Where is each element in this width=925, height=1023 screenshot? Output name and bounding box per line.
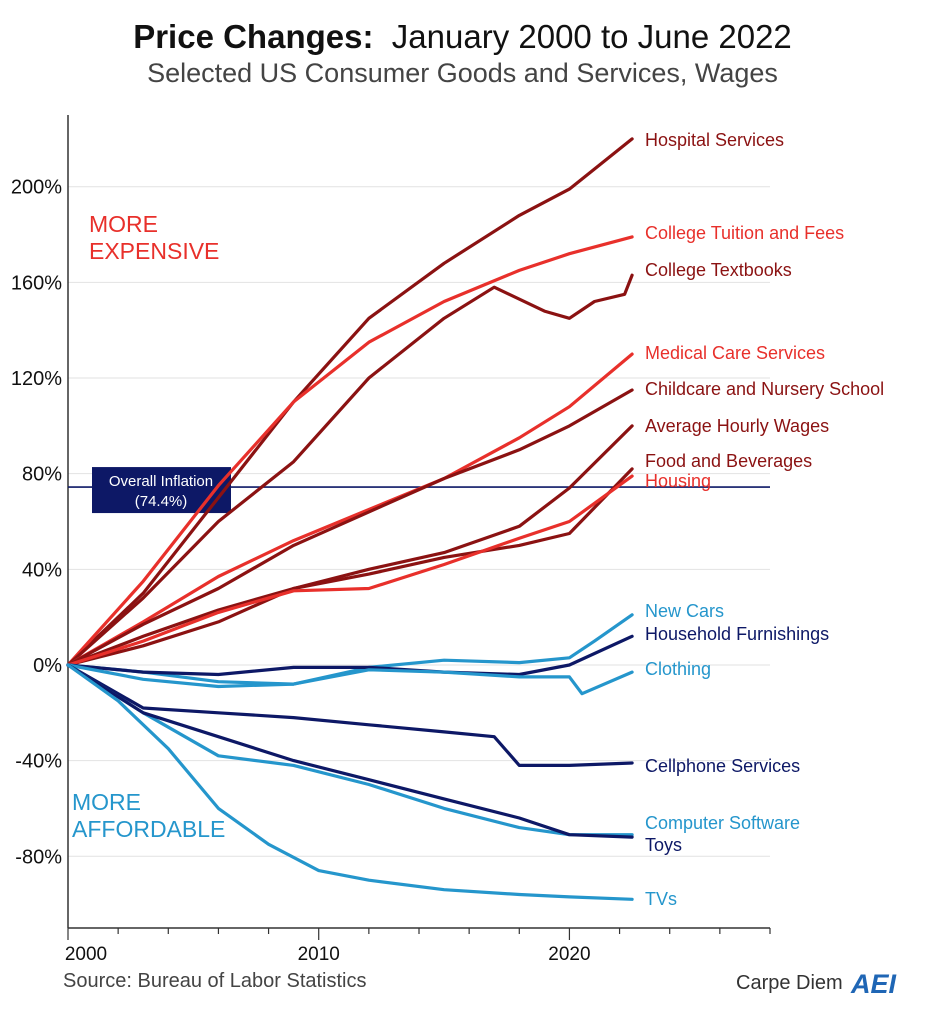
x-tick-label: 2000 [65,944,107,965]
more-expensive-label: EXPENSIVE [89,238,219,264]
y-tick-label: 160% [11,272,62,294]
more-affordable-label: MORE [72,789,141,815]
x-tick-label: 2020 [548,944,590,965]
brand-mark: Carpe Diem AEI [736,968,905,998]
more-expensive-label: MORE [89,211,158,237]
series-line-tvs [66,663,634,901]
series-line-toys [66,663,634,839]
series-line-college-textbooks [66,273,634,667]
x-tick-label: 2010 [298,944,340,965]
brand-text: Carpe Diem [736,971,843,994]
series-label-average-hourly-wages: Average Hourly Wages [645,416,829,436]
series-label-tvs: TVs [645,889,677,909]
series-line-household-furnishings [66,634,634,677]
series-label-cellphone-services: Cellphone Services [645,756,800,776]
y-tick-label: 80% [22,464,62,486]
series-line-housing [66,474,634,667]
series-line-computer-software [66,663,634,837]
axes: 200% 160% 120% 80% 40% 0% -40% -80% 2000 2010 2020 [11,115,771,965]
series-line-hospital-services [66,137,634,667]
series-line-new-cars [66,613,634,686]
y-tick-label: 200% [11,177,62,199]
y-tick-label: -40% [15,751,62,773]
series-label-computer-software: Computer Software [645,813,800,833]
chart-title-block: Price Changes: January 2000 to June 2022… [0,18,925,89]
series-label-hospital-services: Hospital Services [645,130,784,150]
series-line-clothing [66,663,634,696]
aei-logo-text: AEI [850,969,897,998]
chart-title-bold: Price Changes: [133,18,374,55]
series-label-college-textbooks: College Textbooks [645,260,792,280]
y-tick-label: 0% [33,655,62,677]
aei-logo-graphic: AEI [850,969,897,998]
overall-inflation-reference: Overall Inflation (74.4%) [68,467,770,514]
series-label-housing: Housing [645,471,711,491]
gridlines [68,186,770,857]
chart-subtitle: Selected US Consumer Goods and Services,… [147,58,778,88]
series-label-medical-care-services: Medical Care Services [645,343,825,363]
series-line-medical-care-services [66,352,634,667]
overall-inflation-label: (74.4%) [135,493,188,510]
series-label-clothing: Clothing [645,659,711,679]
chart-title: Price Changes: January 2000 to June 2022 [0,18,925,56]
series-label-college-tuition-and-fees: College Tuition and Fees [645,223,844,243]
series-line-childcare-and-nursery-school [66,388,634,667]
series-label-toys: Toys [645,835,682,855]
series-label-food-and-beverages: Food and Beverages [645,451,812,471]
y-tick-label: 40% [22,559,62,581]
series-line-cellphone-services [66,663,634,768]
series-labels: Hospital Services College Tuition and Fee… [645,130,884,909]
overall-inflation-box [92,467,231,514]
series-line-average-hourly-wages [66,424,634,667]
series-lines [66,137,634,901]
more-affordable-label: AFFORDABLE [72,816,225,842]
series-label-new-cars: New Cars [645,601,724,621]
y-tick-label: 120% [11,368,62,390]
overall-inflation-label: Overall Inflation [109,473,213,490]
source-note: Source: Bureau of Labor Statistics [63,970,367,992]
series-line-college-tuition-and-fees [66,235,634,667]
y-tick-label: -80% [15,846,62,868]
series-label-childcare-and-nursery-school: Childcare and Nursery School [645,379,884,399]
aei-logo-icon: AEI [849,968,905,998]
series-label-household-furnishings: Household Furnishings [645,624,829,644]
chart-title-rest: January 2000 to June 2022 [391,18,792,55]
series-line-food-and-beverages [66,467,634,667]
